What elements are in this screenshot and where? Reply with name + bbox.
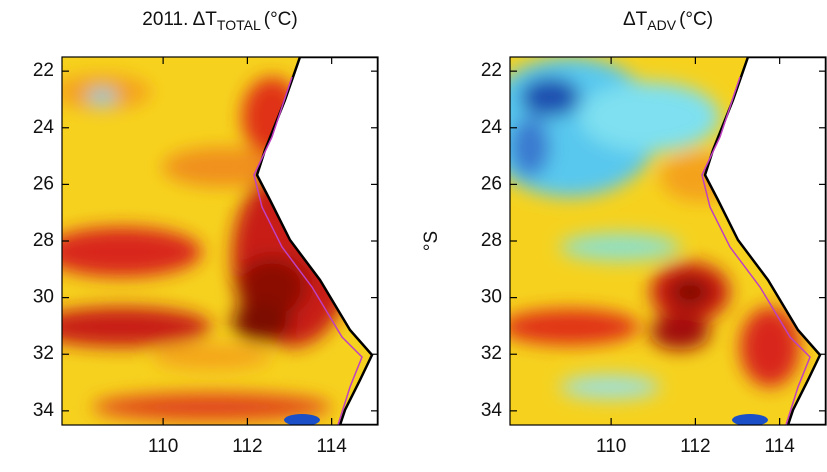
y-tick-label: 28 — [481, 230, 502, 251]
panel-title: 2011. ΔTTOTAL (°C) — [142, 9, 297, 33]
x-tick-label: 110 — [148, 436, 178, 457]
map-field-adv — [510, 57, 826, 425]
title-subscript: TOTAL — [217, 17, 261, 33]
y-tick-label: 28 — [33, 230, 54, 251]
panel-title: ΔTADV (°C) — [623, 9, 713, 33]
title-main: ΔT — [623, 9, 648, 30]
y-tick-label: 26 — [481, 173, 502, 194]
x-tick-label: 112 — [232, 436, 262, 457]
y-tick-label: 34 — [481, 400, 503, 421]
y-tick-label: 34 — [33, 400, 55, 421]
title-unit: (°C) — [264, 9, 298, 30]
x-tick-label: 112 — [680, 436, 710, 457]
y-axis-label: °S — [421, 231, 442, 251]
y-tick-label: 32 — [481, 343, 502, 364]
y-tick-label: 24 — [33, 117, 55, 138]
y-tick-label: 26 — [33, 173, 54, 194]
title-main: 2011. ΔT — [142, 9, 217, 30]
x-tick-label: 114 — [765, 436, 796, 457]
map-field-total — [62, 57, 378, 425]
y-tick-label: 22 — [33, 60, 54, 81]
x-tick-label: 110 — [596, 436, 626, 457]
title-unit: (°C) — [679, 9, 713, 30]
y-tick-label: 24 — [481, 117, 503, 138]
y-tick-label: 30 — [33, 287, 54, 308]
y-tick-label: 30 — [481, 287, 502, 308]
y-tick-label: 22 — [481, 60, 502, 81]
y-tick-label: 32 — [33, 343, 54, 364]
x-tick-label: 114 — [317, 436, 348, 457]
title-subscript: ADV — [647, 17, 676, 33]
